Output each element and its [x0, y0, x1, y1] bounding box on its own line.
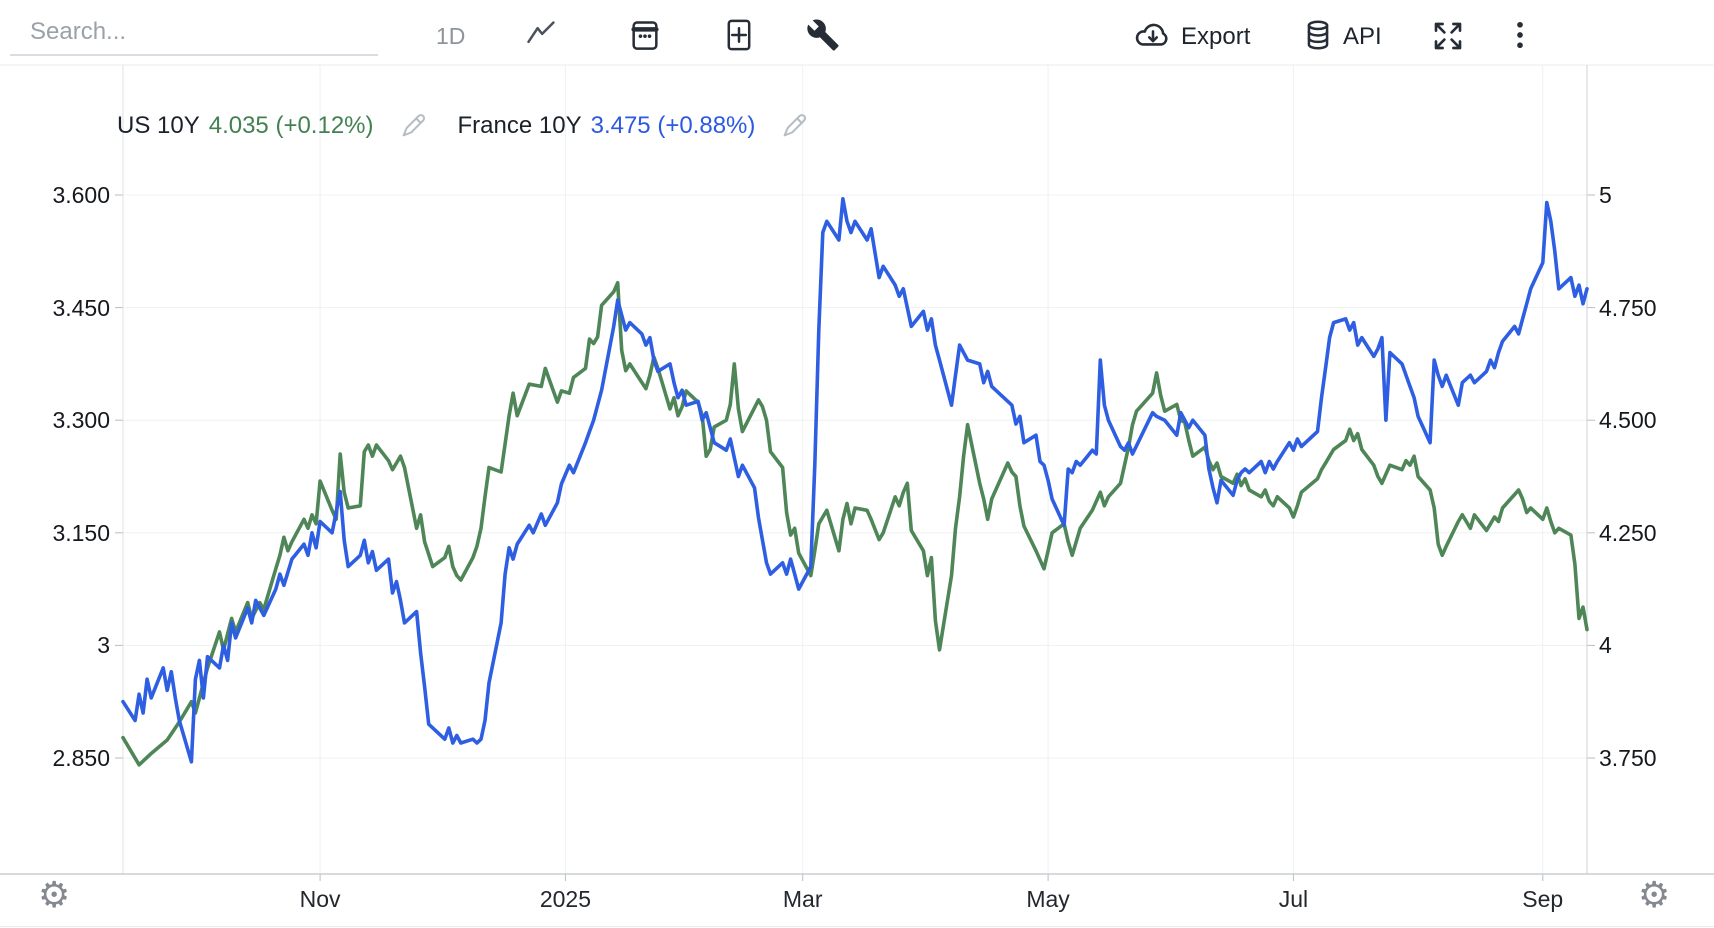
y-axis-right-label: 4.500 [1599, 407, 1657, 434]
wrench-icon [806, 19, 840, 55]
edit-series-us10y-button[interactable] [398, 111, 428, 141]
api-button[interactable]: API [1301, 18, 1382, 55]
x-axis-label: 2025 [539, 886, 591, 912]
x-axis-label: Mar [782, 886, 823, 912]
series-name-us10y: US 10Y [117, 112, 200, 139]
search-field [10, 12, 400, 56]
line-chart-type-button[interactable] [524, 18, 558, 52]
pencil-icon [779, 114, 809, 144]
y-axis-right-label: 5 [1599, 182, 1612, 208]
x-axis-label: Sep [1522, 886, 1564, 912]
x-axis-label: Nov [299, 886, 341, 912]
timeframe-button[interactable]: 1D [430, 22, 471, 51]
cloud-download-icon [1133, 18, 1173, 55]
series-name-france10y: France 10Y [457, 112, 582, 139]
y-axis-right-label: 4.750 [1599, 294, 1657, 321]
chart-settings-left-button[interactable]: ⚙ [38, 875, 71, 916]
chart-settings-right-button[interactable]: ⚙ [1638, 875, 1671, 916]
legend-item: US 10Y 4.035 (+0.12%) [117, 112, 374, 140]
y-axis-left-label: 3.300 [52, 407, 110, 434]
series-value-france10y: 3.475 (+0.88%) [590, 112, 756, 139]
tools-button[interactable] [806, 18, 840, 52]
toolbar: 1D [0, 0, 1714, 65]
y-axis-left-label: 3.150 [52, 519, 110, 546]
series-value-us10y: 4.035 (+0.12%) [208, 112, 374, 139]
export-button[interactable]: Export [1133, 18, 1250, 55]
edit-series-france10y-button[interactable] [779, 111, 809, 141]
y-axis-left-label: 3.600 [52, 182, 110, 208]
database-icon [1301, 18, 1335, 55]
search-input[interactable] [10, 12, 400, 54]
legend-item: France 10Y 3.475 (+0.88%) [458, 112, 756, 140]
x-axis-label: Jul [1278, 886, 1309, 912]
kebab-menu-icon [1503, 21, 1537, 55]
menu-button[interactable] [1503, 18, 1537, 52]
calendar-icon [628, 21, 662, 55]
api-label: API [1343, 22, 1382, 50]
export-label: Export [1181, 22, 1251, 50]
y-axis-right-label: 4.250 [1599, 519, 1657, 546]
compare-add-button[interactable] [722, 18, 756, 52]
fullscreen-expand-icon [1430, 22, 1466, 57]
calendar-button[interactable] [628, 18, 662, 52]
x-axis-label: May [1026, 886, 1070, 912]
fullscreen-button[interactable] [1430, 18, 1464, 52]
pencil-icon [398, 114, 428, 144]
y-axis-right-label: 4 [1599, 632, 1612, 659]
chart-legend: US 10Y 4.035 (+0.12%) France 10Y 3.475 (+0… [117, 111, 825, 141]
y-axis-left-label: 2.850 [52, 745, 110, 771]
y-axis-left-label: 3.450 [52, 294, 110, 321]
plus-box-icon [722, 19, 756, 55]
y-axis-right-label: 3.750 [1599, 745, 1657, 771]
y-axis-left-label: 3 [97, 632, 110, 659]
line-chart-icon [524, 21, 558, 55]
